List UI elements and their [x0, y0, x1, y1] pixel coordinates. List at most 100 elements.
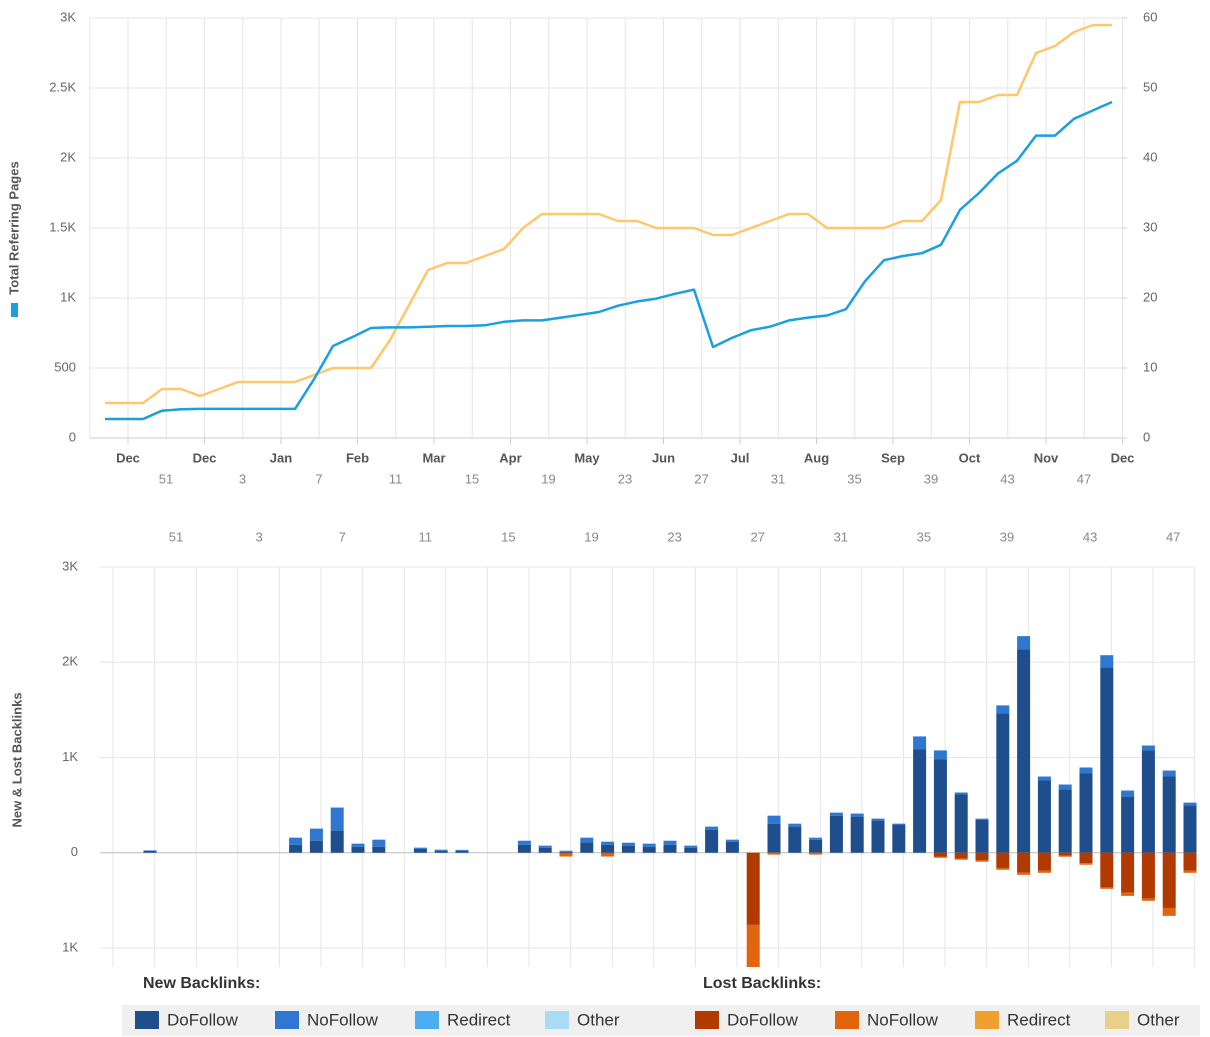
y-tick-label: 0: [71, 844, 78, 859]
bar-segment: [746, 924, 760, 967]
bar-segment: [954, 792, 968, 795]
y2-tick-label: 0: [1143, 429, 1150, 444]
y-tick-label: 0: [69, 429, 76, 444]
bar-segment: [1037, 776, 1051, 781]
y-tick-label: 500: [54, 359, 76, 374]
y-tick-label: 2.5K: [49, 79, 76, 94]
bar-segment: [684, 845, 698, 848]
bar-segment: [580, 842, 594, 853]
bar-segment: [1079, 863, 1093, 865]
bar-segment: [892, 823, 906, 825]
bar-segment: [559, 853, 573, 857]
bar-segment: [788, 826, 802, 853]
bar-segment: [455, 849, 469, 851]
x-week-label: 43: [1083, 529, 1097, 544]
x-week-label: 19: [541, 471, 555, 486]
y-tick-label: 1K: [60, 289, 76, 304]
x-week-label: 7: [315, 471, 322, 486]
bar-segment: [621, 845, 635, 853]
bar-segment: [809, 837, 823, 840]
bar-segment: [1017, 636, 1031, 650]
bar-segment: [559, 852, 573, 854]
y-tick-label: 1.5K: [49, 219, 76, 234]
bar-segment: [351, 846, 365, 853]
bar-segment: [1162, 907, 1176, 916]
y-axis-marker: [11, 303, 18, 317]
bar-segment: [1100, 655, 1114, 668]
bar-segment: [663, 840, 677, 845]
x-month-label: May: [574, 450, 600, 465]
x-month-label: Dec: [116, 450, 140, 465]
bar-segment: [975, 818, 989, 820]
bar-segment: [1141, 745, 1155, 751]
bar-segment: [601, 844, 615, 853]
bar-segment: [1037, 780, 1051, 853]
x-week-label: 51: [159, 471, 173, 486]
bar-segment: [559, 850, 573, 852]
bar-segment: [829, 812, 843, 816]
legend-swatch: [415, 1011, 439, 1029]
bar-segment: [538, 847, 552, 853]
x-month-label: Mar: [422, 450, 445, 465]
bar-segment: [767, 823, 781, 853]
bar-segment: [1079, 773, 1093, 853]
bar-segment: [767, 852, 781, 855]
bar-segment: [913, 749, 927, 853]
x-week-label: 7: [339, 529, 346, 544]
x-week-label: 43: [1000, 471, 1014, 486]
y2-tick-label: 60: [1143, 9, 1157, 24]
bar-segment: [1183, 870, 1197, 873]
bar-segment: [809, 839, 823, 853]
bar-segment: [1058, 855, 1072, 857]
x-month-label: Jul: [731, 450, 750, 465]
legend-swatch: [1105, 1011, 1129, 1029]
bar-segment: [850, 816, 864, 853]
bar-segment: [434, 849, 448, 851]
x-week-label: 23: [618, 471, 632, 486]
y2-tick-label: 10: [1143, 359, 1157, 374]
bar-segment: [1121, 852, 1135, 893]
bar-segment: [1183, 805, 1197, 853]
x-week-label: 11: [389, 471, 403, 486]
bar-segment: [309, 828, 323, 841]
bar-segment: [1141, 750, 1155, 853]
bar-segment: [1162, 776, 1176, 853]
bar-segment: [892, 824, 906, 853]
bar-segment: [725, 839, 739, 842]
bar-segment: [1100, 852, 1114, 887]
bar-segment: [1037, 852, 1051, 871]
bar-segment: [684, 847, 698, 853]
bar-segment: [642, 846, 656, 853]
bar-segment: [517, 840, 531, 845]
x-week-label: 31: [771, 471, 785, 486]
bar-segment: [871, 820, 885, 853]
x-week-label: 35: [847, 471, 861, 486]
x-week-label: 39: [924, 471, 938, 486]
x-week-label: 47: [1166, 529, 1180, 544]
bar-segment: [1058, 852, 1072, 856]
bar-segment: [1017, 649, 1031, 853]
bar-segment: [871, 818, 885, 821]
bar-segment: [809, 852, 823, 855]
bar-segment: [954, 794, 968, 853]
series-line: [105, 23, 1112, 405]
y-tick-label: 1K: [62, 749, 78, 764]
legend-swatch: [275, 1011, 299, 1029]
x-month-label: Aug: [804, 450, 829, 465]
bar-segment: [1141, 898, 1155, 901]
x-month-label: Sep: [881, 450, 905, 465]
bar-segment: [289, 844, 303, 853]
bar-segment: [767, 815, 781, 824]
bar-segment: [1079, 852, 1093, 864]
x-week-label: 11: [419, 529, 433, 544]
legend-label: NoFollow: [307, 1010, 379, 1029]
legend-label: Redirect: [1007, 1010, 1071, 1029]
y-tick-label: 2K: [62, 654, 78, 669]
x-week-label: 3: [239, 471, 246, 486]
bar-segment: [705, 829, 719, 853]
bar-segment: [413, 848, 427, 853]
x-week-label: 27: [694, 471, 708, 486]
legend-heading: Lost Backlinks:: [703, 975, 821, 992]
bar-segment: [788, 823, 802, 827]
y-tick-label: 2K: [60, 149, 76, 164]
